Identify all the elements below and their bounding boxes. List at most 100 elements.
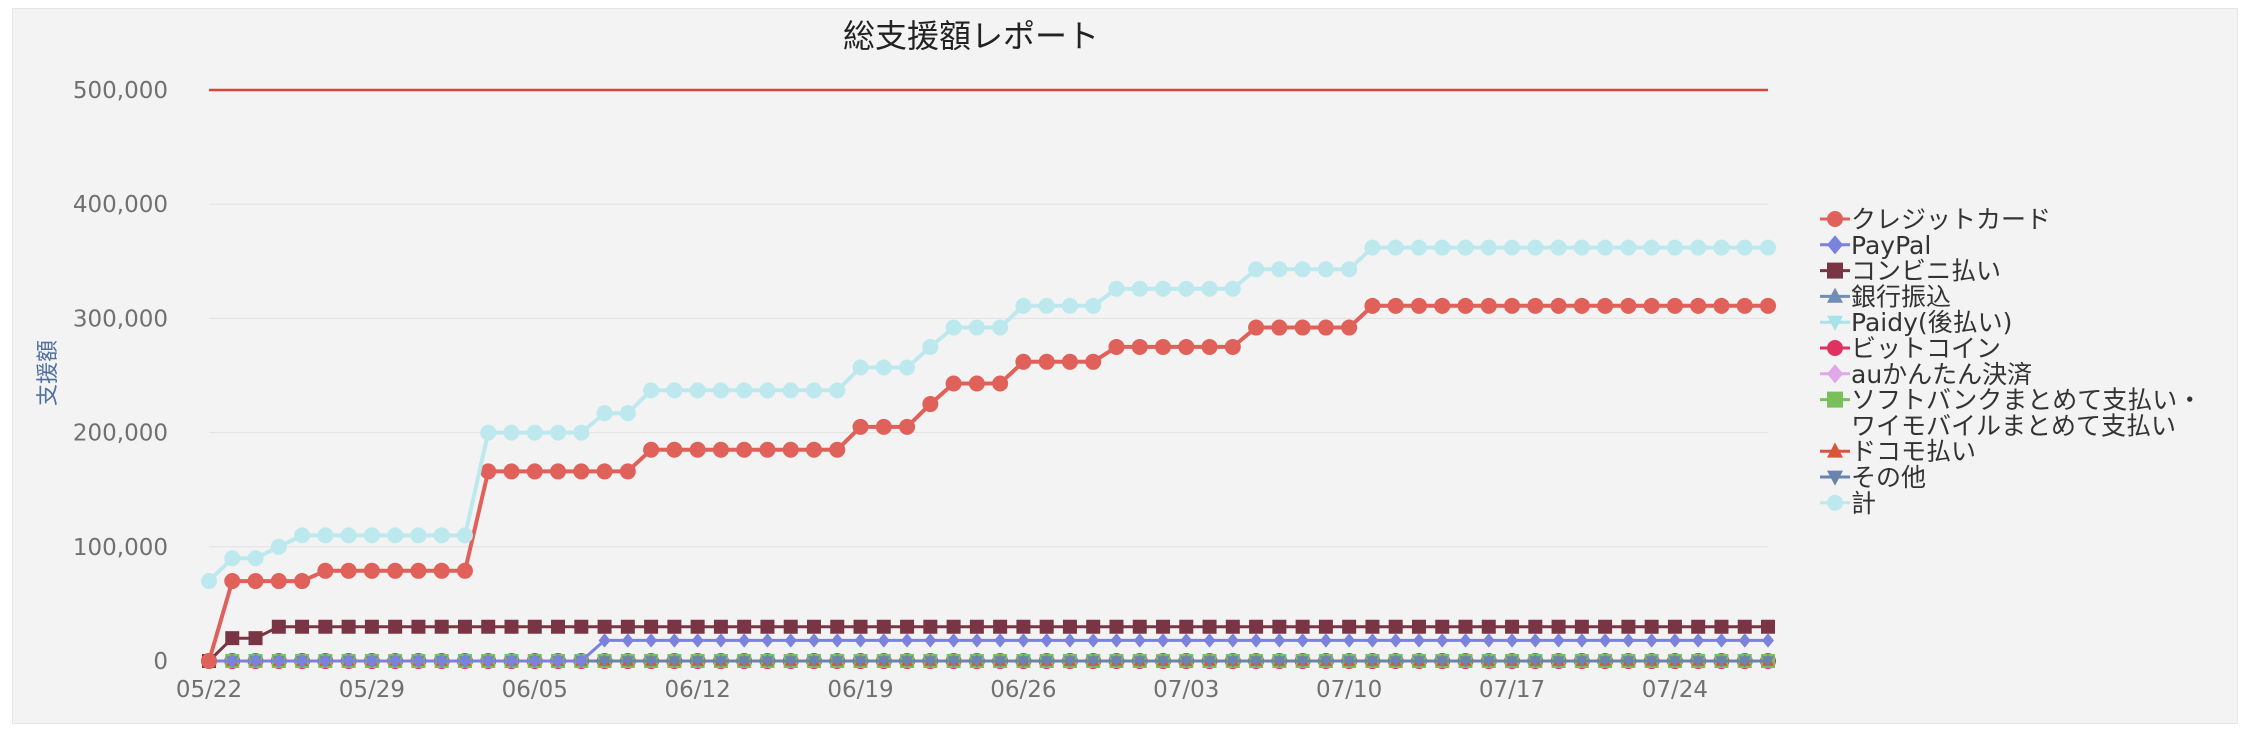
data-point xyxy=(1388,619,1403,634)
data-point xyxy=(712,382,729,399)
data-point xyxy=(433,562,450,579)
data-point xyxy=(1527,239,1544,256)
data-point xyxy=(831,633,844,648)
data-point xyxy=(829,441,846,458)
data-point xyxy=(503,424,520,441)
data-point xyxy=(201,573,217,590)
x-tick-label: 07/10 xyxy=(1316,677,1382,703)
data-point xyxy=(1085,297,1102,314)
data-point xyxy=(1202,619,1217,634)
data-point xyxy=(1504,297,1521,314)
data-point xyxy=(1668,633,1681,648)
data-point xyxy=(551,619,566,634)
data-point xyxy=(899,418,916,435)
data-point xyxy=(389,653,402,669)
data-point xyxy=(410,527,427,544)
data-point xyxy=(1457,297,1474,314)
data-point xyxy=(1180,656,1193,668)
data-point xyxy=(1132,619,1147,634)
data-point xyxy=(714,633,727,648)
data-point xyxy=(505,653,518,669)
data-point xyxy=(573,424,590,441)
data-point xyxy=(412,653,425,669)
data-point xyxy=(1203,656,1216,668)
data-point xyxy=(830,619,845,634)
data-point xyxy=(504,619,519,634)
data-point xyxy=(1527,297,1544,314)
data-point xyxy=(1412,656,1425,668)
data-point xyxy=(1762,656,1774,668)
y-tick-label: 0 xyxy=(153,649,168,675)
line-chart: 総支援額レポート 0 100,000 200,000 300,000 400,000 50… xyxy=(36,17,2202,703)
data-point xyxy=(1436,633,1449,648)
data-point xyxy=(945,375,962,392)
data-point xyxy=(1574,619,1589,634)
data-point xyxy=(1529,656,1542,668)
data-point xyxy=(945,319,962,336)
data-point xyxy=(387,562,404,579)
data-point xyxy=(1736,239,1753,256)
data-point xyxy=(1459,633,1472,648)
chart-card: 総支援額レポート 0 100,000 200,000 300,000 400,000 50… xyxy=(12,8,2238,724)
data-point xyxy=(1296,633,1309,648)
data-point xyxy=(620,619,635,634)
data-point xyxy=(854,656,867,668)
data-point xyxy=(900,619,915,634)
data-point xyxy=(1272,619,1287,634)
chart-title: 総支援額レポート xyxy=(843,17,1099,55)
data-point xyxy=(1273,633,1286,648)
data-point xyxy=(1457,239,1474,256)
data-point xyxy=(1155,280,1172,297)
data-point xyxy=(993,619,1008,634)
legend-label: ドコモ払い xyxy=(1851,437,1976,466)
data-point xyxy=(783,619,798,634)
data-point xyxy=(1017,656,1030,668)
legend-label: クレジットカード xyxy=(1851,205,2051,234)
data-point xyxy=(1086,619,1101,634)
data-point xyxy=(1387,297,1404,314)
data-point xyxy=(598,656,611,668)
legend-label: 計 xyxy=(1851,489,1876,518)
data-point xyxy=(1760,239,1776,256)
data-point xyxy=(1715,656,1728,668)
data-point xyxy=(574,619,589,634)
legend-marker xyxy=(1827,442,1843,458)
data-point xyxy=(621,633,634,648)
data-point xyxy=(968,319,985,336)
data-point xyxy=(247,550,264,567)
data-point xyxy=(970,656,983,668)
data-point xyxy=(1155,338,1172,355)
data-point xyxy=(1366,656,1379,668)
data-point xyxy=(807,656,820,668)
data-point xyxy=(1249,619,1264,634)
data-point xyxy=(1201,280,1218,297)
data-point xyxy=(807,633,820,648)
data-point xyxy=(1552,656,1565,668)
legend-label: 銀行振込 xyxy=(1851,282,1951,311)
data-point xyxy=(456,527,473,544)
data-point xyxy=(1016,619,1031,634)
data-point xyxy=(1551,619,1566,634)
series-10 xyxy=(201,239,1776,590)
data-point xyxy=(689,441,706,458)
data-point xyxy=(946,619,961,634)
data-point xyxy=(1573,239,1590,256)
data-point xyxy=(388,619,403,634)
y-axis-label: 支援額 xyxy=(36,340,61,406)
data-point xyxy=(340,527,357,544)
data-point xyxy=(784,633,797,648)
data-point xyxy=(877,656,890,668)
data-point xyxy=(1434,297,1451,314)
data-point xyxy=(1178,280,1195,297)
data-point xyxy=(875,359,892,376)
data-point xyxy=(1319,633,1332,648)
data-point xyxy=(1226,633,1239,648)
data-point xyxy=(1341,261,1358,278)
data-point xyxy=(643,441,660,458)
data-point xyxy=(1434,239,1451,256)
data-point xyxy=(1598,619,1613,634)
x-tick-label: 05/22 xyxy=(176,677,242,703)
data-point xyxy=(1133,633,1146,648)
x-tick-label: 06/19 xyxy=(827,677,893,703)
data-point xyxy=(526,463,543,480)
